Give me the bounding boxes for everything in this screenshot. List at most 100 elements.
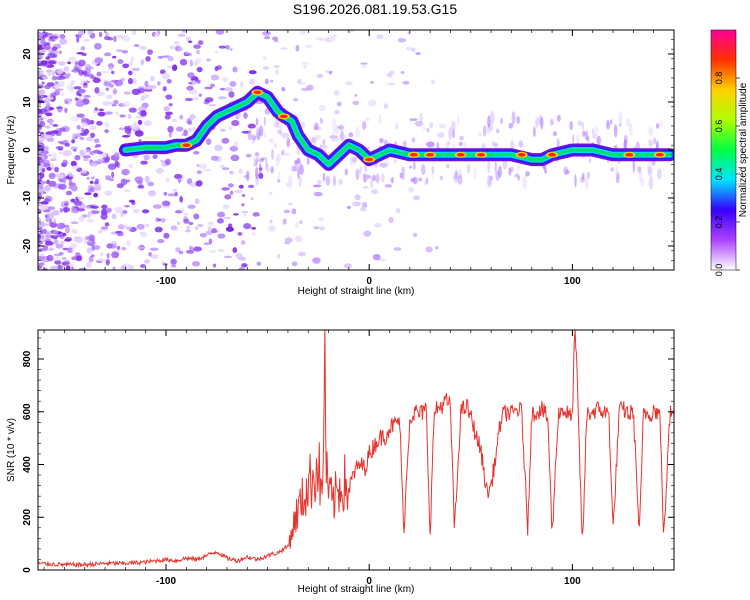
spectrogram-noise-cell	[197, 224, 204, 227]
spectrogram-noise-cell	[508, 122, 514, 129]
spectrogram-noise-cell	[59, 73, 64, 79]
spectrogram-noise-cell	[224, 255, 233, 259]
spectrogram-noise-cell	[163, 191, 167, 196]
spectrogram-noise-cell	[195, 226, 199, 230]
spectrogram-noise-cell	[245, 170, 250, 182]
spectrogram-noise-cell	[390, 176, 394, 184]
spectrogram-noise-cell	[227, 183, 234, 188]
spectrogram-noise-cell	[51, 130, 60, 134]
spectrogram-noise-cell	[46, 32, 53, 36]
spectrogram-noise-cell	[352, 201, 361, 207]
spectrogram-y-tick-label: -20	[22, 238, 33, 253]
spectrogram-noise-cell	[185, 51, 189, 55]
spectrogram-noise-cell	[569, 120, 573, 131]
spectrogram-noise-cell	[40, 158, 47, 162]
spectrogram-noise-cell	[86, 261, 92, 268]
spectrogram-noise-cell	[229, 145, 239, 152]
spectrogram-noise-cell	[258, 172, 264, 180]
spectrogram-noise-cell	[48, 180, 57, 187]
spectrogram-noise-cell	[70, 221, 79, 225]
spectrogram-noise-cell	[629, 122, 633, 137]
spectrogram-noise-cell	[121, 247, 127, 251]
spectrogram-noise-cell	[344, 168, 348, 176]
colorbar-tick-label: 0.6	[714, 120, 724, 133]
spectrogram-noise-cell	[106, 252, 110, 259]
spectrogram-noise-cell	[224, 194, 232, 200]
spectrogram-noise-cell	[250, 197, 254, 201]
spectrogram-noise-cell	[86, 136, 94, 142]
spectrogram-hotspot	[182, 143, 191, 147]
spectrogram-noise-cell	[144, 259, 151, 264]
spectrogram-noise-cell	[372, 174, 377, 182]
spectrogram-noise-cell	[89, 151, 94, 155]
spectrogram-noise-cell	[117, 224, 125, 230]
spectrogram-noise-cell	[92, 149, 102, 154]
spectrogram-hotspot	[548, 153, 557, 157]
spectrogram-noise-cell	[221, 167, 230, 171]
spectrogram-noise-cell	[124, 128, 132, 134]
spectrogram-noise-cell	[157, 81, 161, 86]
spectrogram-noise-cell	[195, 180, 203, 187]
spectrogram-hotspot	[517, 153, 526, 157]
spectrogram-noise-cell	[660, 119, 663, 128]
spectrogram-noise-cell	[355, 126, 360, 139]
spectrogram-noise-cell	[647, 166, 653, 177]
spectrogram-noise-cell	[111, 213, 117, 220]
spectrogram-noise-cell	[270, 166, 274, 174]
spectrogram-noise-cell	[452, 175, 456, 180]
spectrogram-noise-cell	[44, 125, 51, 129]
spectrogram-noise-cell	[45, 102, 51, 108]
spectrogram-noise-cell	[122, 101, 131, 108]
spectrogram-noise-cell	[266, 163, 270, 173]
spectrogram-noise-cell	[38, 116, 42, 121]
spectrogram-noise-cell	[105, 31, 109, 36]
spectrogram-noise-cell	[492, 141, 495, 147]
spectrogram-noise-cell	[114, 206, 124, 214]
spectrogram-noise-cell	[83, 158, 89, 162]
spectrogram-noise-cell	[38, 186, 43, 190]
spectrogram-noise-cell	[229, 170, 234, 175]
spectrogram-noise-cell	[299, 220, 303, 225]
spectrogram-noise-cell	[241, 210, 249, 214]
spectrogram-noise-cell	[511, 111, 516, 125]
spectrogram-noise-cell	[128, 163, 133, 169]
spectrogram-hotspot	[409, 153, 418, 157]
spectrogram-noise-cell	[305, 44, 313, 49]
spectrogram-noise-cell	[94, 107, 98, 111]
spectrogram-noise-cell	[581, 122, 585, 130]
spectrogram-noise-cell	[113, 35, 117, 43]
spectrogram-noise-cell	[295, 44, 300, 52]
spectrogram-noise-cell	[118, 127, 125, 131]
spectrogram-noise-cell	[59, 207, 64, 213]
snr-xlabel: Height of straight line (km)	[298, 584, 415, 595]
spectrogram-noise-cell	[516, 116, 520, 125]
spectrogram-noise-cell	[615, 165, 618, 178]
spectrogram-noise-cell	[355, 168, 360, 181]
spectrogram-noise-cell	[193, 150, 200, 155]
spectrogram-noise-cell	[154, 226, 163, 233]
spectrogram-noise-cell	[60, 201, 68, 208]
spectrogram-noise-cell	[38, 32, 43, 38]
spectrogram-x-tick-label: 100	[564, 276, 581, 287]
spectrogram-noise-cell	[198, 163, 207, 170]
spectrogram-noise-cell	[430, 79, 436, 85]
spectrogram-noise-cell	[46, 82, 55, 87]
spectrogram-noise-cell	[378, 113, 382, 125]
spectrogram-noise-cell	[103, 81, 112, 87]
spectrogram-noise-cell	[38, 124, 42, 131]
spectrogram-noise-cell	[115, 111, 119, 116]
spectrogram-noise-cell	[389, 70, 395, 75]
spectrogram-noise-cell	[104, 111, 113, 115]
spectrogram-noise-cell	[131, 88, 141, 96]
spectrogram-noise-cell	[613, 124, 618, 138]
spectrogram-noise-cell	[187, 72, 195, 79]
spectrogram-noise-cell	[291, 165, 294, 174]
spectrogram-noise-cell	[87, 30, 93, 36]
spectrogram-noise-cell	[453, 169, 459, 184]
spectrogram-noise-cell	[116, 183, 124, 189]
spectrogram-noise-cell	[62, 159, 68, 166]
spectrogram-noise-cell	[111, 70, 115, 75]
spectrogram-noise-cell	[163, 106, 170, 112]
spectrogram-noise-cell	[144, 223, 150, 228]
spectrogram-noise-cell	[487, 115, 491, 128]
